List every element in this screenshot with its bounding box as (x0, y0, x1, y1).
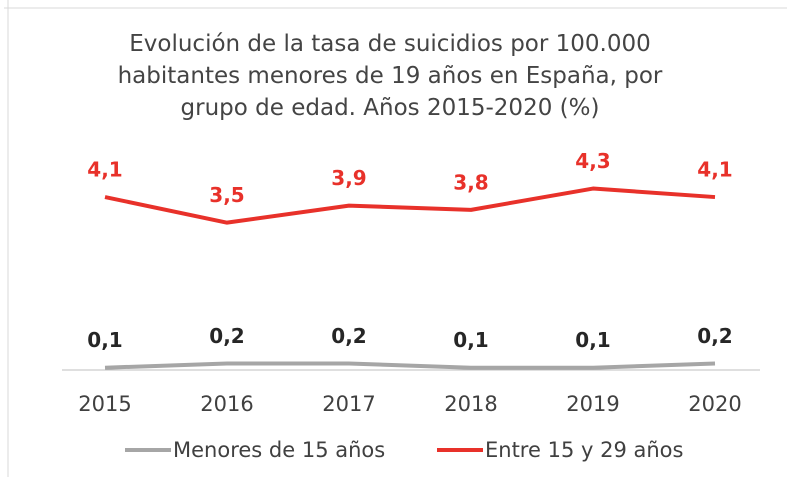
series-line (104, 361, 716, 370)
x-tick-label: 2016 (200, 392, 253, 416)
data-label: 3,9 (331, 166, 366, 190)
legend-label: Entre 15 y 29 años (485, 438, 683, 462)
x-tick-label: 2018 (444, 392, 497, 416)
data-label: 0,2 (331, 324, 366, 348)
data-label: 4,3 (575, 149, 610, 173)
x-tick-label: 2019 (566, 392, 619, 416)
x-tick-label: 2017 (322, 392, 375, 416)
series-line (104, 186, 716, 225)
data-label: 4,1 (87, 158, 122, 182)
data-label: 0,2 (697, 324, 732, 348)
x-tick-label: 2020 (688, 392, 741, 416)
data-label: 0,1 (575, 328, 610, 352)
data-label: 0,1 (87, 328, 122, 352)
data-label: 0,1 (453, 328, 488, 352)
x-tick-label: 2015 (78, 392, 131, 416)
data-label: 0,2 (209, 324, 244, 348)
legend-label: Menores de 15 años (173, 438, 385, 462)
data-label: 3,5 (209, 183, 244, 207)
data-label: 3,8 (453, 170, 488, 194)
data-label: 4,1 (697, 158, 732, 182)
chart-title: Evolución de la tasa de suicidios por 10… (117, 31, 663, 121)
